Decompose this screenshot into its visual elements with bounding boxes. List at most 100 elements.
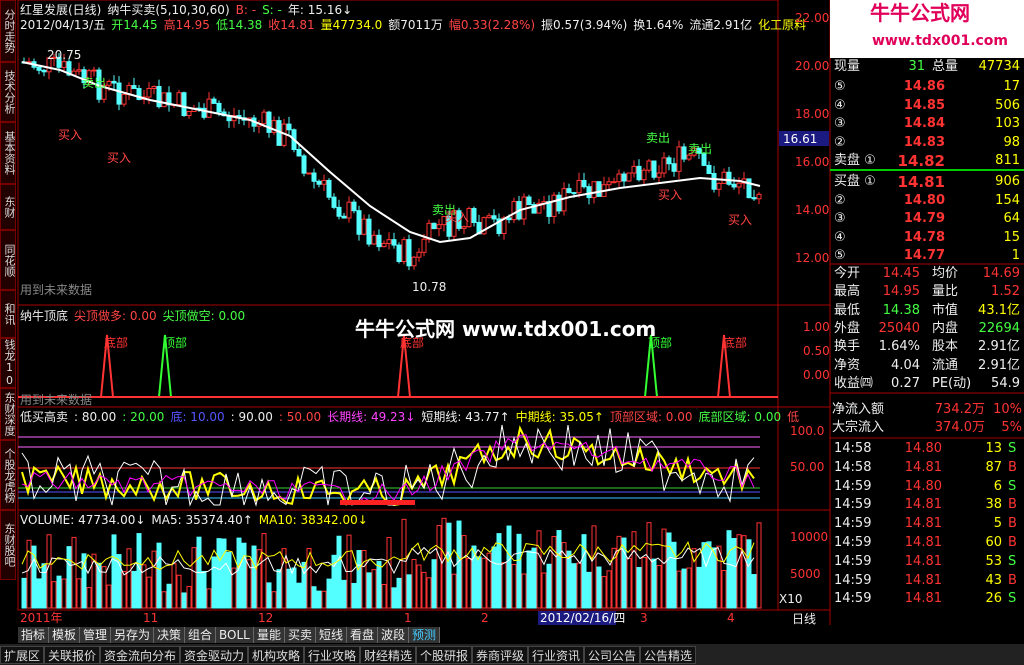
- bottom-tab[interactable]: 扩展区: [0, 646, 45, 664]
- toolbar-button[interactable]: 买卖: [285, 627, 317, 643]
- cursor-price: 16.61: [783, 132, 818, 146]
- stat-value: 14.38: [882, 302, 920, 318]
- bottom-tab[interactable]: 资金流向分布: [100, 646, 181, 664]
- bottom-tab[interactable]: 财经精选: [360, 646, 417, 664]
- volume-bar: [381, 584, 387, 609]
- candle-body: [616, 173, 622, 183]
- header-value: 纳牛顶底: [20, 309, 69, 323]
- tick-time: 14:59: [834, 478, 872, 494]
- toolbar-button[interactable]: 组合: [185, 627, 217, 643]
- volume-bar: [621, 537, 627, 609]
- candle-body: [376, 234, 382, 248]
- side-tab[interactable]: 个股龙虎榜: [0, 440, 16, 510]
- volume-bar: [156, 542, 162, 609]
- header-value: 低14.38: [215, 18, 263, 32]
- side-tab[interactable]: 东财股吧: [0, 510, 16, 580]
- side-tab[interactable]: 技术分析: [0, 62, 16, 122]
- bottom-tab[interactable]: 关联报价: [44, 646, 101, 664]
- toolbar-button[interactable]: 另存为: [111, 627, 155, 643]
- volume-bar: [611, 547, 617, 609]
- volume-bar: [641, 557, 647, 609]
- side-tab[interactable]: 基本资料: [0, 122, 16, 184]
- tick-time: 14:59: [834, 591, 872, 607]
- side-tab[interactable]: 东财深度: [0, 388, 16, 440]
- quote-cell: 31: [908, 59, 925, 74]
- side-tab[interactable]: 和讯10: [0, 290, 16, 338]
- tick-side: B: [1008, 535, 1017, 550]
- toolbar-button[interactable]: 短线: [316, 627, 348, 643]
- tick-price: 14.81: [904, 497, 942, 513]
- bottom-tab[interactable]: 机构攻略: [248, 646, 305, 664]
- buy-signal: 买入: [107, 151, 132, 165]
- candle-body: [666, 157, 672, 165]
- volume-bar: [41, 563, 47, 609]
- stat-value: 14.45: [882, 266, 920, 281]
- candle-body: [76, 69, 82, 72]
- flow-label: 大宗流入: [832, 420, 885, 435]
- signal-spike: [644, 334, 658, 398]
- tick-time: 14:58: [834, 441, 872, 456]
- volume-bar: [721, 570, 727, 609]
- tick-price: 14.81: [904, 516, 942, 532]
- bottom-tab[interactable]: 公司公告: [584, 646, 641, 664]
- bottom-tab[interactable]: 行业攻略: [304, 646, 361, 664]
- bottom-tab[interactable]: 行业资讯: [528, 646, 585, 664]
- header-value: 流通2.91亿: [689, 18, 753, 32]
- candle-body: [156, 86, 162, 108]
- bottom-tab[interactable]: 个股研报: [416, 646, 473, 664]
- volume-bar: [256, 549, 262, 609]
- volume-bar: [531, 547, 537, 609]
- candle-body: [471, 208, 477, 223]
- header-value: : 80.00: [74, 410, 117, 424]
- book-price: 14.80: [903, 192, 945, 208]
- candle-body: [331, 196, 337, 208]
- toolbar-button[interactable]: 模板: [49, 627, 81, 643]
- toolbar-button[interactable]: 波段: [378, 627, 410, 643]
- toolbar-button[interactable]: BOLL: [216, 627, 254, 643]
- side-tab[interactable]: 分时走势: [0, 0, 16, 62]
- tick-time: 14:59: [834, 553, 872, 569]
- bottom-tab[interactable]: 券商评级: [472, 646, 529, 664]
- candle-body: [46, 57, 52, 73]
- toolbar-button[interactable]: 量能: [254, 627, 286, 643]
- y-tick-label: 16.00: [795, 155, 830, 169]
- header-value: 底: 10.00: [170, 410, 225, 424]
- tick-price: 14.81: [904, 459, 942, 475]
- bottom-tab[interactable]: 公告精选: [640, 646, 697, 664]
- side-tab[interactable]: 同花顺10: [0, 230, 16, 290]
- volume-bar: [101, 566, 107, 609]
- stat-label: 换手: [834, 339, 861, 355]
- volume-bar: [181, 592, 187, 609]
- stat-value: 1.64%: [878, 339, 920, 355]
- flow-label: 净流入额: [832, 402, 885, 417]
- book-label: ③: [834, 116, 846, 132]
- toolbar-button[interactable]: 指标: [18, 627, 50, 643]
- volume-bar: [116, 554, 122, 609]
- volume-bar: [191, 547, 197, 609]
- candle-body: [361, 218, 367, 235]
- candle-body: [711, 173, 717, 190]
- volume-bar: [506, 525, 512, 609]
- tick-volume: 13: [985, 441, 1002, 456]
- header-value: 低买高卖: [20, 410, 69, 424]
- tick-side: B: [1008, 497, 1017, 513]
- candle-body: [341, 215, 347, 219]
- volume-bar: [361, 549, 367, 609]
- stat-label: 量比: [932, 284, 959, 300]
- volume-bar: [366, 572, 372, 609]
- toolbar-button[interactable]: 预测: [409, 627, 441, 643]
- toolbar-button[interactable]: 管理: [80, 627, 112, 643]
- volume-bar: [526, 550, 532, 609]
- toolbar-button[interactable]: 看盘: [347, 627, 379, 643]
- side-tab[interactable]: 东财10: [0, 184, 16, 230]
- side-tab[interactable]: 钱龙10: [0, 338, 16, 388]
- y-tick-label: 20.00: [795, 59, 830, 73]
- candle-body: [86, 70, 92, 84]
- volume-bar: [541, 572, 547, 609]
- toolbar-button[interactable]: 决策: [154, 627, 186, 643]
- bottom-tab[interactable]: 资金驱动力: [180, 646, 249, 664]
- book-label: ④: [834, 229, 846, 245]
- flow-pct: 10%: [993, 402, 1022, 417]
- header-value: : 50.00: [278, 410, 322, 424]
